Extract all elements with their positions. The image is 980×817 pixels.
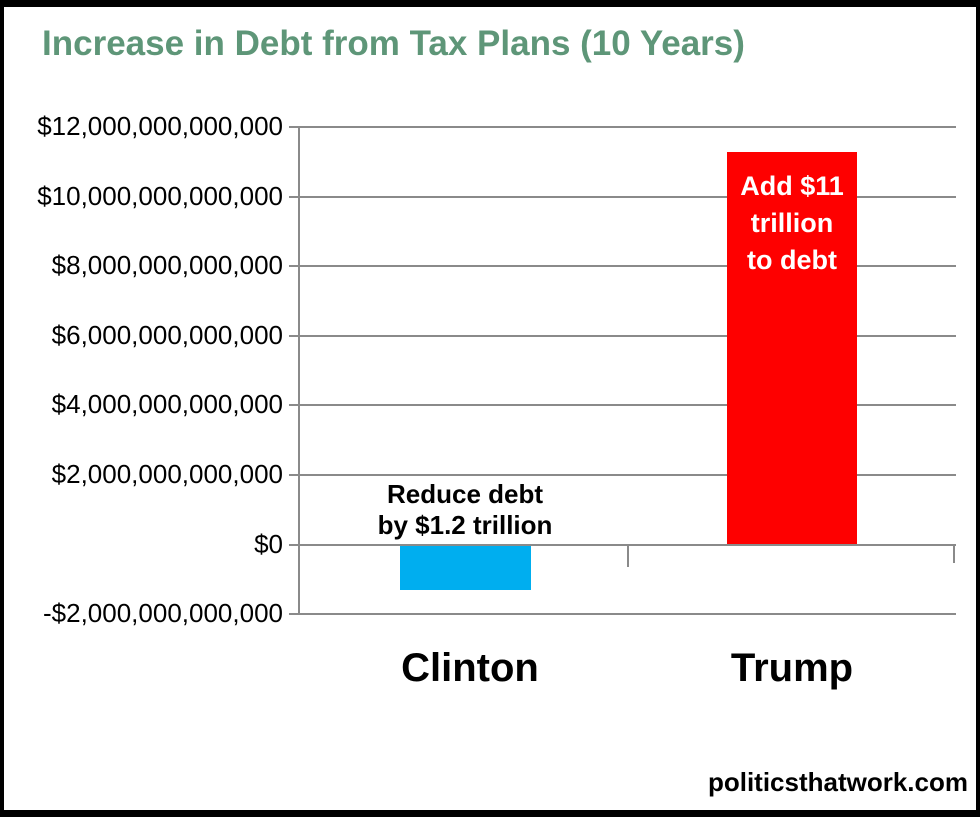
- annotation-line: Add $11: [740, 171, 844, 201]
- y-axis-tick-label: $12,000,000,000,000: [37, 111, 283, 141]
- category-label-trump: Trump: [730, 646, 854, 690]
- gridline: [289, 126, 956, 128]
- gridline: [289, 265, 956, 267]
- zero-axis-line: [289, 544, 956, 546]
- annotation-line: Reduce debt: [386, 479, 544, 509]
- y-axis-line: [298, 126, 300, 615]
- clinton-bar-annotation: Reduce debt by $1.2 trillion: [315, 479, 615, 541]
- y-axis-tick-label: $4,000,000,000,000: [51, 389, 283, 419]
- x-axis-tick: [627, 546, 629, 567]
- source-credit: politicsthatwork.com: [707, 767, 968, 797]
- clinton-bar: [400, 546, 531, 590]
- annotation-line: by $1.2 trillion: [377, 510, 553, 540]
- y-axis-tick-label: $8,000,000,000,000: [51, 250, 283, 280]
- y-axis-tick-label: -$2,000,000,000,000: [43, 598, 283, 628]
- y-axis-tick-label: $0: [254, 529, 283, 559]
- y-axis-tick-label: $2,000,000,000,000: [51, 459, 283, 489]
- trump-bar: Add $11 trillion to debt: [727, 152, 857, 544]
- y-axis-tick-label: $6,000,000,000,000: [51, 320, 283, 350]
- y-axis-tick-label: $10,000,000,000,000: [37, 181, 283, 211]
- page-title: Increase in Debt from Tax Plans (10 Year…: [42, 24, 745, 63]
- trump-bar-annotation: Add $11 trillion to debt: [727, 168, 857, 279]
- gridline: [289, 474, 956, 476]
- annotation-line: trillion: [750, 208, 834, 238]
- gridline: [289, 196, 956, 198]
- annotation-line: to debt: [747, 245, 837, 275]
- category-label-clinton: Clinton: [401, 646, 539, 690]
- gridline: [289, 613, 956, 615]
- gridline: [289, 335, 956, 337]
- x-axis-tick: [953, 546, 955, 563]
- gridline: [289, 404, 956, 406]
